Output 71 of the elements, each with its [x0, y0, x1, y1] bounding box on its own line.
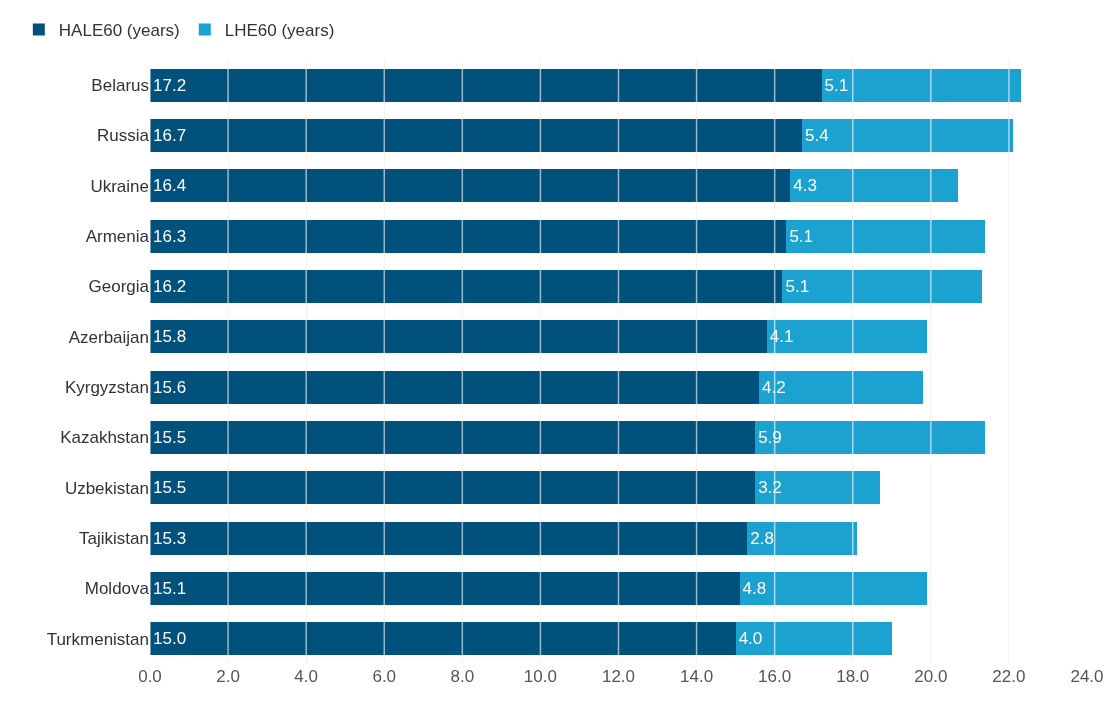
bar — [782, 269, 982, 304]
data-label: 17.2 — [153, 75, 187, 95]
y-tick-label: Armenia — [85, 227, 150, 247]
data-label: 5.4 — [805, 126, 829, 145]
bar — [755, 420, 986, 455]
bar — [802, 118, 1013, 153]
bar — [150, 420, 756, 455]
data-label: 5.1 — [785, 277, 810, 296]
data-label: 4.0 — [738, 629, 763, 649]
bar — [766, 320, 927, 354]
bar — [150, 219, 787, 253]
bar — [739, 571, 927, 606]
y-tick-label: Belarus — [91, 76, 149, 96]
data-label: 15.1 — [153, 579, 187, 598]
bar — [150, 471, 756, 505]
y-tick-label: Azerbaijan — [68, 327, 149, 347]
x-tick-label: 24.0 — [1070, 667, 1104, 686]
x-tick-label: 4.0 — [294, 667, 318, 686]
data-label: 5.1 — [824, 75, 849, 95]
bar — [821, 68, 1021, 102]
x-tick-label: 20.0 — [914, 667, 948, 686]
data-label: 15.6 — [153, 377, 187, 397]
bar — [790, 169, 959, 203]
bar — [747, 521, 857, 555]
data-label: 16.2 — [153, 277, 187, 296]
x-tick-label: 14.0 — [680, 667, 714, 686]
bar — [786, 219, 986, 253]
y-tick-label: Georgia — [88, 277, 150, 297]
y-tick-label: Moldova — [84, 579, 150, 599]
bar — [150, 521, 748, 555]
x-tick-label: 6.0 — [372, 667, 397, 686]
x-tick-label: 2.0 — [216, 667, 240, 686]
legend-label: LHE60 (years) — [224, 21, 335, 41]
legend-label: HALE60 (years) — [58, 21, 180, 41]
y-tick-label: Russia — [97, 126, 150, 146]
data-label: 2.8 — [750, 528, 774, 548]
x-tick-label: 10.0 — [523, 667, 557, 686]
x-tick-label: 22.0 — [992, 667, 1026, 686]
bar — [150, 571, 740, 606]
y-tick-label: Uzbekistan — [64, 478, 149, 498]
y-tick-label: Ukraine — [90, 176, 149, 196]
data-label: 16.7 — [153, 126, 187, 145]
bar — [755, 471, 881, 505]
x-tick-label: 0.0 — [138, 667, 162, 686]
data-label: 16.4 — [153, 176, 187, 196]
x-tick-label: 8.0 — [450, 667, 475, 686]
x-tick-label: 16.0 — [758, 667, 792, 686]
bar — [150, 320, 767, 354]
bar — [735, 622, 892, 656]
data-label: 15.5 — [153, 478, 187, 498]
y-tick-label: Turkmenistan — [46, 629, 149, 649]
bar — [150, 622, 736, 656]
data-label: 15.0 — [153, 629, 187, 649]
data-label: 16.3 — [153, 226, 187, 246]
bar — [150, 118, 802, 153]
y-tick-label: Tajikistan — [79, 529, 149, 549]
data-label: 15.8 — [153, 327, 187, 347]
bar — [150, 370, 760, 404]
bar — [759, 370, 924, 404]
bar — [150, 68, 822, 102]
bar — [150, 169, 791, 203]
data-label: 5.1 — [789, 226, 814, 246]
bar — [150, 269, 783, 304]
y-tick-label: Kyrgyzstan — [64, 378, 149, 398]
x-tick-label: 12.0 — [601, 667, 636, 686]
x-tick-label: 18.0 — [836, 667, 870, 686]
data-label: 4.8 — [742, 579, 767, 598]
y-tick-label: Kazakhstan — [60, 428, 149, 448]
data-label: 15.5 — [153, 428, 187, 447]
data-label: 4.3 — [793, 176, 817, 196]
data-label: 15.3 — [153, 528, 187, 548]
